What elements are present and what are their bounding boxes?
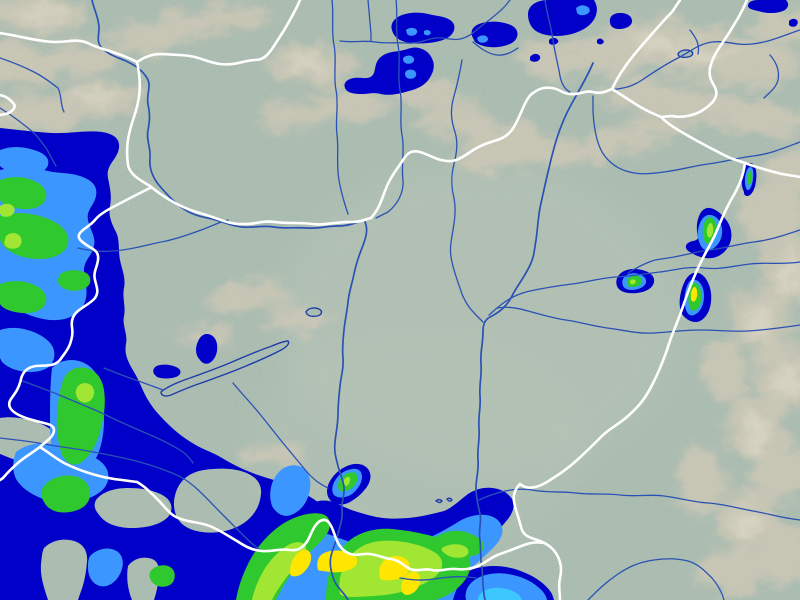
river-tisza [475, 62, 594, 600]
precip-blob [270, 465, 311, 516]
river-mura [19, 379, 194, 464]
border-cz-sk [135, 0, 302, 66]
border-cz-at [0, 31, 139, 64]
river-raba [77, 219, 229, 252]
precip-cell-l2 [403, 55, 417, 79]
precip-blob [4, 233, 22, 249]
precip-blob [0, 327, 55, 372]
precip-blob [88, 548, 123, 587]
precip-cell-l1 [597, 38, 604, 45]
precip-cell-l1 [609, 13, 632, 29]
precip-blob [41, 475, 90, 513]
river-drava [0, 437, 263, 552]
border-ro-rs [512, 482, 563, 600]
river-top-branch [367, 0, 519, 56]
precip-cell-l2 [406, 27, 431, 36]
precip-blob [441, 544, 469, 558]
precip-cell-l4 [747, 170, 753, 185]
precip-blob [0, 147, 49, 175]
border-sk-ua [659, 0, 749, 119]
precip-blob [317, 550, 358, 573]
precip-cell-l5 [706, 223, 714, 238]
border-at-hu [0, 186, 152, 482]
precip-cell-l1 [789, 18, 798, 27]
precip-blob [149, 565, 175, 587]
precip-cell-l2 [477, 35, 488, 43]
precip-cell-l1 [196, 334, 218, 364]
precip-blob [75, 383, 95, 403]
river-bottom-right [587, 557, 725, 600]
precip-center-cells [153, 334, 371, 505]
lakes-layer [160, 49, 694, 504]
lake-balaton [160, 340, 290, 397]
precip-cell-l1 [471, 21, 518, 48]
precip-cell-l6 [690, 287, 698, 302]
precip-blob [0, 177, 47, 210]
river-vah [331, 0, 349, 215]
precip-blob [0, 203, 15, 217]
border-hu-hr-rs [135, 480, 547, 572]
precip-blob [57, 270, 91, 291]
precip-blob [379, 556, 410, 581]
river-nw-1 [0, 57, 65, 113]
river-hernad [544, 0, 571, 93]
border-sk-hu-east [369, 86, 663, 220]
river-sebes-koros [497, 306, 800, 334]
river-nw-2 [0, 107, 57, 167]
precip-cell-l1 [748, 0, 789, 14]
precip-cell-l1 [153, 364, 181, 379]
river-zala [103, 367, 164, 391]
border-left-stub [0, 93, 16, 117]
lake-velence [305, 307, 323, 318]
precip-cell-l5 [343, 476, 351, 486]
river-top [339, 0, 511, 44]
river-upper-tisza [611, 29, 800, 91]
border-hu-ro [518, 161, 747, 489]
precip-north-cells [344, 0, 798, 95]
border-at-sk [125, 60, 152, 188]
river-maros [478, 488, 800, 521]
river-koros-north [627, 229, 800, 274]
precip-cell-l1 [530, 53, 541, 62]
river-south-branch [399, 575, 477, 581]
precip-cell-l5 [630, 279, 636, 285]
precip-west-l4 [0, 177, 175, 587]
precip-blob [0, 281, 47, 314]
border-sk-hu [148, 184, 373, 226]
precip-blob [290, 549, 312, 577]
border-ua-ro [659, 115, 800, 179]
ponds-south [434, 497, 453, 504]
river-koros [488, 261, 800, 316]
border-sk-ua-diagonal [610, 0, 682, 91]
river-szamos [592, 95, 800, 175]
precip-blob [478, 587, 522, 600]
river-sio [232, 382, 329, 489]
precip-blob [252, 542, 307, 600]
river-zagyva [449, 59, 484, 323]
precip-blob [401, 571, 421, 596]
river-ne-squiggle [689, 29, 780, 99]
precip-l6-group [290, 549, 421, 596]
precip-cell-l2 [576, 5, 590, 16]
border-hu-si-hr [38, 445, 139, 484]
precip-cell-l1 [391, 12, 455, 44]
